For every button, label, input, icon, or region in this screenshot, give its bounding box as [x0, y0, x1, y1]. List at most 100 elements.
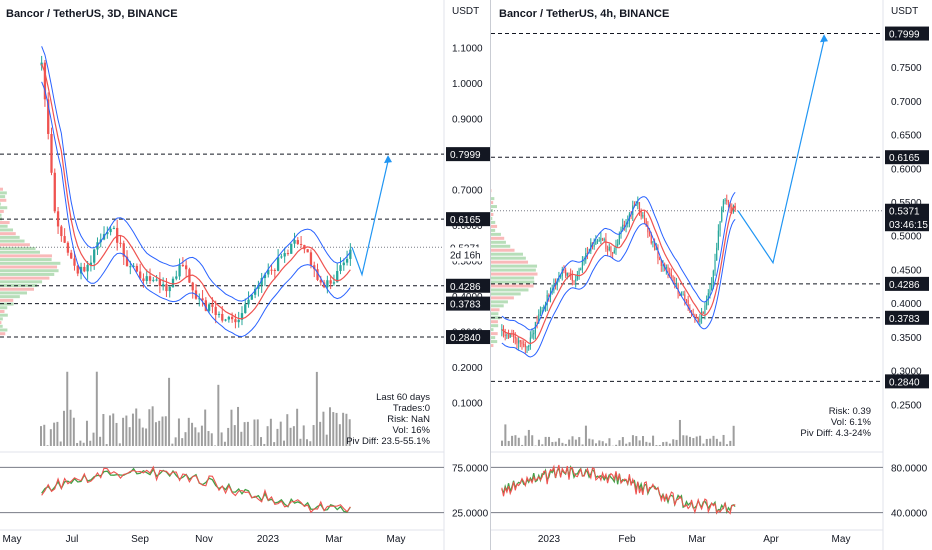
- volume-profile-bar: [0, 313, 8, 317]
- stats-line: Vol: 6.1%: [830, 417, 871, 428]
- volume-profile-bar: [491, 260, 529, 264]
- volume-profile-bar: [0, 324, 3, 328]
- volume-profile-bar: [0, 280, 43, 284]
- candle-body: [66, 242, 70, 253]
- candle-body: [652, 241, 654, 244]
- candle-body: [647, 226, 649, 233]
- candle-body: [329, 280, 332, 284]
- volume-bar: [256, 419, 259, 446]
- axis-unit: USDT: [452, 6, 479, 17]
- price-tick-label: 0.7000: [452, 186, 483, 197]
- volume-bar: [141, 427, 144, 446]
- volume-bar: [648, 442, 651, 446]
- volume-bar: [635, 436, 638, 446]
- chart-title: Bancor / TetherUS, 3D, BINANCE: [6, 8, 178, 20]
- volume-bar: [276, 428, 279, 446]
- candle-body: [139, 271, 142, 279]
- volume-bar: [102, 413, 105, 446]
- volume-bar: [43, 424, 46, 446]
- volume-bar: [227, 427, 230, 446]
- candle-body: [47, 99, 50, 134]
- candle-body: [648, 232, 651, 234]
- projection-path: [737, 40, 825, 265]
- volume-bar: [46, 445, 49, 446]
- volume-profile-bar: [0, 235, 20, 239]
- candle-body: [506, 334, 508, 336]
- candle-body: [684, 294, 686, 301]
- volume-profile-bar: [0, 284, 38, 288]
- volume-bar: [184, 432, 187, 446]
- candle-body: [521, 341, 523, 345]
- chart-panel-3d[interactable]: USDT1.10001.00000.90000.80000.70000.6000…: [0, 0, 490, 550]
- volume-bar: [558, 438, 561, 446]
- volume-bar: [645, 441, 648, 446]
- volume-profile-bar: [491, 205, 497, 209]
- volume-profile-bar: [491, 252, 523, 256]
- volume-profile-bar: [491, 240, 506, 244]
- volume-profile-bar: [491, 304, 504, 308]
- candle-body: [538, 314, 540, 323]
- volume-bar: [524, 435, 527, 446]
- candle-body: [293, 240, 296, 244]
- volume-bar: [171, 443, 174, 446]
- volume-bar: [302, 425, 305, 446]
- candle-body: [717, 230, 719, 248]
- price-tag: 0.6165: [885, 150, 929, 165]
- volume-bar: [138, 418, 141, 446]
- candle-body: [168, 286, 171, 292]
- candle-body: [142, 278, 145, 281]
- candle-body: [556, 280, 558, 286]
- volume-profile-bar: [491, 316, 501, 320]
- volume-bar: [672, 439, 675, 446]
- volume-profile-bar: [0, 198, 7, 202]
- candle-body: [595, 241, 597, 245]
- volume-bar: [125, 415, 128, 446]
- volume-bar: [174, 437, 177, 446]
- chart-title: Bancor / TetherUS, 4h, BINANCE: [499, 8, 670, 20]
- candle-body: [227, 316, 230, 320]
- volume-bar: [108, 415, 111, 446]
- candle-body: [605, 239, 607, 250]
- candle-body: [687, 300, 689, 308]
- candle-body: [583, 260, 585, 262]
- volume-bar: [527, 429, 530, 446]
- candle-body: [677, 283, 679, 294]
- volume-bar: [709, 438, 712, 446]
- volume-bar: [517, 437, 520, 446]
- volume-profile-bar: [0, 209, 4, 213]
- volume-profile-bar: [491, 276, 535, 280]
- candle-body: [548, 294, 550, 297]
- chart-panel-4h[interactable]: USDT 0.7500 0.7000 0.6500 0.6000 0.5500 0.5000…: [490, 0, 932, 550]
- candle-body: [276, 257, 280, 271]
- price-tick-label: 0.5500: [891, 198, 922, 209]
- chart-svg-3d[interactable]: USDT1.10001.00000.90000.80000.70000.6000…: [0, 0, 490, 550]
- price-tag-bg: [885, 310, 929, 325]
- volume-bar: [194, 427, 197, 446]
- candle-body: [714, 260, 716, 271]
- volume-bar: [56, 421, 59, 446]
- volume-bar: [260, 437, 263, 446]
- volume-bar: [62, 410, 65, 446]
- volume-bar: [240, 431, 243, 446]
- candle-body: [704, 305, 706, 314]
- price-tick-label: 0.7500: [891, 63, 922, 74]
- volume-bar: [191, 422, 194, 446]
- volume-profile-bar: [491, 216, 493, 220]
- candle-body: [578, 269, 580, 275]
- volume-bar: [325, 434, 328, 446]
- candle-body: [712, 270, 714, 284]
- volume-profile-bar: [491, 280, 535, 284]
- volume-bar: [85, 420, 88, 446]
- volume-bar: [306, 439, 308, 446]
- volume-bar: [59, 441, 62, 446]
- price-tag-bg: [446, 212, 490, 227]
- candle-body: [620, 228, 622, 235]
- volume-bar: [338, 424, 341, 446]
- price-tag: 0.2840: [446, 330, 490, 345]
- candle-body: [709, 290, 711, 294]
- chart-svg-4h[interactable]: USDT 0.7500 0.7000 0.6500 0.6000 0.5500 0.5000…: [491, 0, 932, 550]
- volume-bar: [658, 445, 661, 446]
- time-tick-label: Feb: [618, 534, 636, 545]
- volume-bar: [715, 438, 718, 446]
- volume-bar: [289, 427, 292, 446]
